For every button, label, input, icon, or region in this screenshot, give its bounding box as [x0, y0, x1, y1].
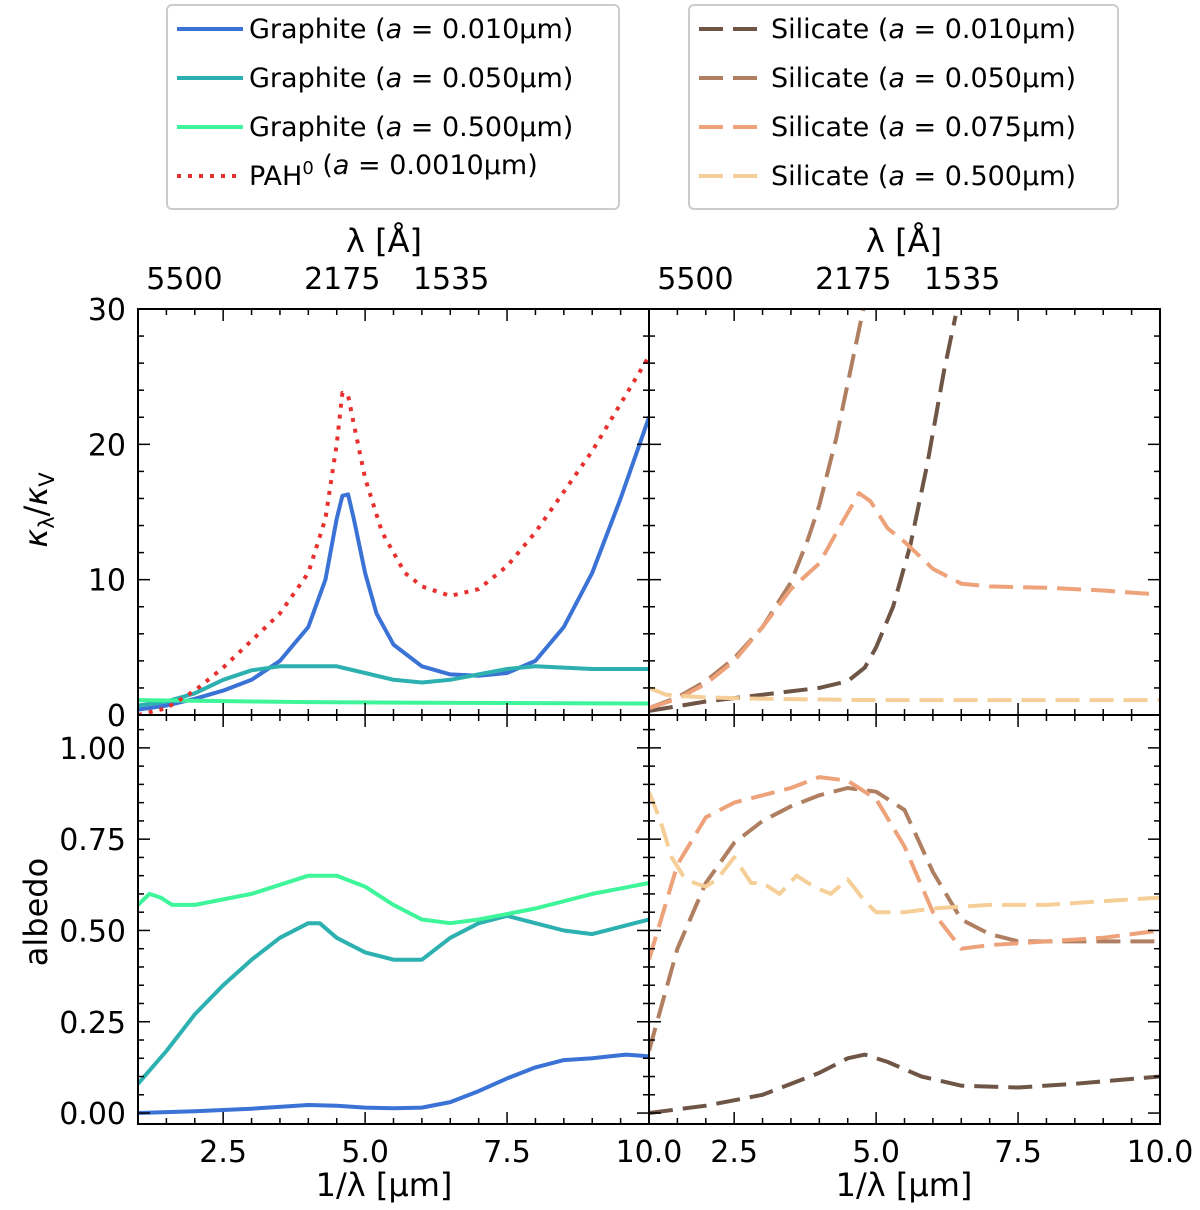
y-tick-label: 30 [88, 293, 126, 328]
y-tick-label: 0.75 [59, 823, 126, 858]
x-tick-label: 5.0 [341, 1135, 389, 1170]
plot-frame [137, 714, 650, 1125]
series-line [138, 873, 649, 926]
x-tick-label: 7.5 [994, 1135, 1042, 1170]
y-tick-label: 10 [88, 564, 126, 599]
x-tick-label: 5.0 [852, 1135, 900, 1170]
legend-label: Silicate (a = 0.075μm) [771, 112, 1076, 143]
y-tick-label: 0.50 [59, 914, 126, 949]
legend-silicate: Silicate (a = 0.010μm) Silicate (a = 0.05… [688, 4, 1119, 210]
top-tick-label: 2175 [304, 262, 380, 297]
top-tick-label: 1535 [924, 262, 1000, 297]
plot-frame [648, 714, 1161, 1125]
y-tick-label: 20 [88, 428, 126, 463]
series-line [138, 698, 649, 706]
x-axis-label-left: 1/λ [μm] [316, 1166, 453, 1204]
series-line [649, 775, 1160, 961]
top-tick-label: 1535 [413, 262, 489, 297]
plot-frame [137, 308, 650, 716]
x-axis-label-right: 1/λ [μm] [836, 1166, 973, 1204]
y-axis-label-top: κλ/κV [17, 472, 59, 548]
x-tick-label: 10.0 [616, 1135, 683, 1170]
series-line [138, 913, 649, 1086]
panel-kappa-silicate: 5500 2175 1535 [648, 262, 1161, 716]
legend-graphite-pah: Graphite (a = 0.010μm) Graphite (a = 0.05… [166, 4, 620, 210]
series-line [649, 786, 1160, 1052]
y-tick-label: 0.00 [59, 1097, 126, 1132]
y-tick-label: 0.25 [59, 1006, 126, 1041]
series-line [649, 686, 1160, 703]
y-tick-label: 0 [107, 699, 126, 734]
series-line [138, 664, 649, 708]
series-line [649, 309, 866, 711]
y-tick-label: 1.00 [59, 732, 126, 767]
x-tick-label: 10.0 [1127, 1135, 1194, 1170]
top-tick-label: 2175 [815, 262, 891, 297]
legend-label: Silicate (a = 0.050μm) [771, 63, 1076, 94]
top-axis-label-left: λ [Å] [346, 222, 422, 260]
panel-albedo-silicate: 2.5 5.0 7.5 10.0 [648, 714, 1194, 1170]
legend-label: PAH0 (a = 0.0010μm) [249, 150, 538, 192]
series-line [649, 790, 1160, 915]
legend-label: Graphite (a = 0.010μm) [249, 14, 573, 45]
legend-label: Graphite (a = 0.050μm) [249, 63, 573, 94]
top-axis-label-right: λ [Å] [866, 222, 942, 260]
x-tick-label: 2.5 [199, 1135, 247, 1170]
series-line [649, 315, 958, 713]
series-line [138, 1052, 649, 1115]
legend-label: Silicate (a = 0.500μm) [771, 161, 1076, 192]
legend-label: Graphite (a = 0.500μm) [249, 112, 573, 143]
y-axis-label-bottom: albedo [17, 858, 55, 966]
plot-frame [648, 308, 1161, 716]
top-tick-label: 5500 [146, 262, 222, 297]
panel-kappa-graphite: 0 10 20 30 5500 2175 1535 [88, 262, 650, 734]
panel-albedo-graphite: 0.00 0.25 0.50 0.75 1.00 2.5 5.0 7.5 10.0 [59, 714, 683, 1170]
x-tick-label: 2.5 [710, 1135, 758, 1170]
x-tick-label: 7.5 [483, 1135, 531, 1170]
series-line [649, 491, 1160, 711]
legend-label: Silicate (a = 0.010μm) [771, 14, 1076, 45]
series-line [649, 1052, 1160, 1115]
top-tick-label: 5500 [657, 262, 733, 297]
series-line [138, 355, 649, 715]
series-line [138, 415, 649, 712]
